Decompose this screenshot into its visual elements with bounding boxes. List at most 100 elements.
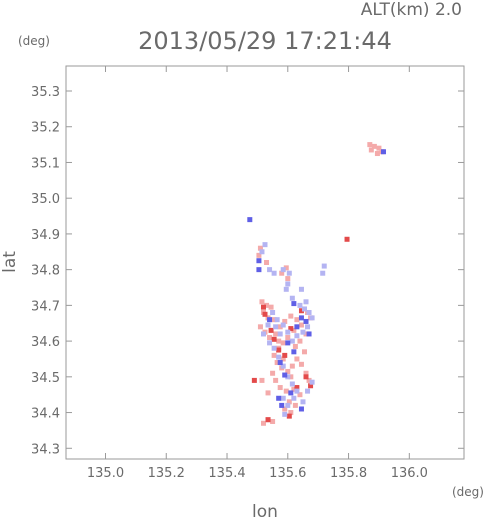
data-point-negative bbox=[306, 310, 312, 316]
data-point-positive bbox=[270, 370, 276, 376]
data-point-positive-strong bbox=[260, 304, 266, 310]
data-point-negative bbox=[300, 399, 306, 405]
axis-ticks: 135.0 135.2 135.4 135.6 135.8 136.0 34.3 34.4 34… bbox=[31, 66, 464, 481]
data-point-negative-strong bbox=[380, 149, 386, 155]
data-point-negative bbox=[303, 299, 309, 305]
data-point-positive-strong bbox=[308, 383, 314, 389]
data-point-positive bbox=[259, 299, 265, 305]
x-axis-label: lon bbox=[252, 502, 278, 521]
data-point-positive bbox=[289, 363, 295, 369]
data-point-positive bbox=[288, 313, 294, 319]
y-tick-label: 35.1 bbox=[31, 156, 60, 171]
data-point-positive bbox=[283, 388, 289, 394]
data-point-negative-strong bbox=[285, 340, 291, 346]
data-point-negative bbox=[300, 329, 306, 335]
data-point-negative bbox=[283, 286, 289, 292]
data-point-negative-strong bbox=[276, 395, 282, 401]
data-point-positive bbox=[270, 418, 276, 424]
data-point-negative bbox=[297, 302, 303, 308]
x-tick-label: 135.4 bbox=[208, 466, 245, 481]
data-point-positive bbox=[303, 370, 309, 376]
data-point-positive bbox=[283, 265, 289, 271]
data-point-negative bbox=[286, 270, 292, 276]
data-point-negative bbox=[294, 333, 300, 339]
data-point-negative-strong bbox=[303, 318, 309, 324]
data-point-positive bbox=[286, 399, 292, 405]
data-point-positive bbox=[264, 302, 270, 308]
data-point-positive bbox=[288, 410, 294, 416]
data-point-negative bbox=[280, 395, 286, 401]
data-point-negative bbox=[305, 324, 311, 330]
data-point-negative bbox=[309, 379, 315, 385]
data-point-positive-strong bbox=[251, 377, 257, 383]
data-point-negative bbox=[301, 306, 307, 312]
data-point-negative bbox=[270, 310, 276, 316]
y-tick-label: 34.8 bbox=[31, 264, 60, 279]
data-point-negative bbox=[285, 374, 291, 380]
data-point-negative-strong bbox=[291, 301, 297, 307]
data-point-positive bbox=[291, 327, 297, 333]
y-tick-label: 35.3 bbox=[31, 85, 60, 100]
altitude-label: ALT(km) 2.0 bbox=[361, 0, 462, 20]
plot-frame bbox=[65, 65, 465, 460]
data-point-positive-strong bbox=[276, 347, 282, 353]
data-point-positive bbox=[285, 368, 291, 374]
data-point-positive bbox=[271, 352, 277, 358]
y-axis-label: lat bbox=[0, 251, 20, 273]
data-point-positive bbox=[297, 392, 303, 398]
data-point-positive bbox=[277, 324, 283, 330]
data-point-positive bbox=[274, 360, 280, 366]
y-tick-label: 34.9 bbox=[31, 228, 60, 243]
data-point-positive bbox=[291, 386, 297, 392]
data-point-negative bbox=[321, 263, 327, 269]
data-point-negative bbox=[285, 402, 291, 408]
data-point-negative-strong bbox=[256, 258, 262, 264]
x-unit-label: (deg) bbox=[452, 485, 484, 499]
data-point-negative bbox=[305, 388, 311, 394]
data-point-negative-strong bbox=[291, 349, 297, 355]
y-tick-label: 34.6 bbox=[31, 335, 60, 350]
data-point-negative bbox=[265, 322, 271, 328]
data-point-positive-strong bbox=[268, 327, 274, 333]
data-point-positive bbox=[301, 349, 307, 355]
data-point-negative bbox=[273, 324, 279, 330]
data-point-negative bbox=[260, 331, 266, 337]
data-point-positive bbox=[256, 252, 262, 258]
data-point-negative bbox=[291, 395, 297, 401]
data-point-positive bbox=[306, 377, 312, 383]
data-point-negative-strong bbox=[306, 331, 312, 337]
y-tick-label: 34.7 bbox=[31, 299, 60, 314]
data-point-positive-strong bbox=[288, 326, 294, 332]
data-point-positive bbox=[297, 338, 303, 344]
data-point-negative bbox=[280, 267, 286, 273]
data-point-negative-strong bbox=[277, 360, 283, 366]
data-point-negative bbox=[262, 242, 268, 248]
y-tick-label: 34.3 bbox=[31, 442, 60, 457]
data-point-negative bbox=[298, 286, 304, 292]
y-tick-label: 34.4 bbox=[31, 407, 60, 422]
data-point-negative bbox=[274, 317, 280, 323]
data-point-positive bbox=[374, 151, 380, 157]
data-point-positive bbox=[285, 276, 291, 282]
data-point-positive bbox=[257, 245, 263, 251]
y-tick-label: 35.2 bbox=[31, 121, 60, 136]
data-point-positive-strong bbox=[303, 374, 309, 380]
data-point-negative-strong bbox=[298, 406, 304, 412]
data-point-positive bbox=[260, 420, 266, 426]
data-point-negative bbox=[280, 363, 286, 369]
data-point-negative bbox=[285, 281, 291, 287]
data-point-negative bbox=[289, 295, 295, 301]
data-point-negative-strong bbox=[247, 217, 253, 223]
data-point-positive bbox=[303, 331, 309, 337]
data-point-positive bbox=[298, 361, 304, 367]
chart-title: 2013/05/29 17:21:44 bbox=[138, 27, 392, 55]
data-point-positive bbox=[273, 377, 279, 383]
data-point-positive-strong bbox=[344, 236, 350, 242]
x-tick-label: 135.0 bbox=[87, 466, 124, 481]
data-point-positive bbox=[268, 304, 274, 310]
data-point-positive-strong bbox=[286, 413, 292, 419]
data-point-negative bbox=[271, 270, 277, 276]
data-point-positive bbox=[368, 147, 374, 153]
data-point-positive bbox=[294, 317, 300, 323]
data-point-positive bbox=[282, 318, 288, 324]
